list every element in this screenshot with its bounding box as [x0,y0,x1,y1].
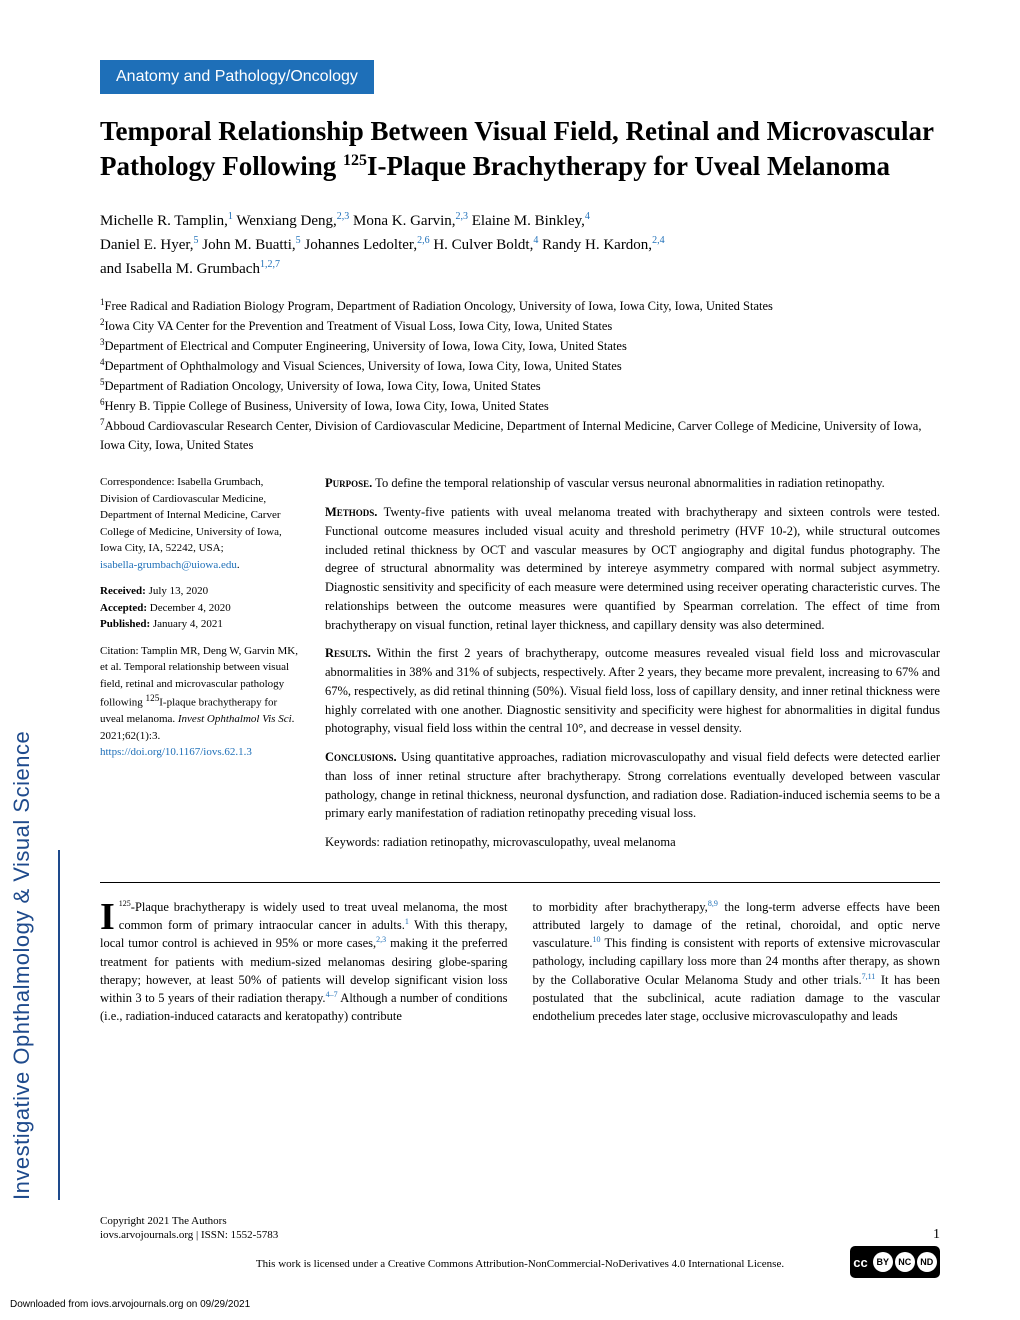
author-aff[interactable]: 4 [533,235,538,246]
article-title: Temporal Relationship Between Visual Fie… [100,114,940,184]
author-aff[interactable]: 4 [585,211,590,222]
body-column-right: to morbidity after brachytherapy,8,9 the… [533,898,941,1026]
results-section: Results. Within the first 2 years of bra… [325,644,940,738]
metadata-column: Correspondence: Isabella Grumbach, Divis… [100,474,300,862]
published-date: January 4, 2021 [150,618,223,630]
purpose-text: To define the temporal relationship of v… [372,476,885,490]
footer-line: iovs.arvojournals.org | ISSN: 1552-5783 … [100,1227,940,1243]
author: Michelle R. Tamplin, [100,213,228,229]
methods-label: Methods. [325,505,377,519]
doi-link[interactable]: https://doi.org/10.1167/iovs.62.1.3 [100,746,252,758]
dates-block: Received: July 13, 2020 Accepted: Decemb… [100,583,300,633]
citation-journal: Invest Ophthalmol Vis Sci [178,713,292,725]
citation-sup: 125 [146,693,160,703]
title-part2: I-Plaque Brachytherapy for Uveal Melanom… [367,151,890,181]
authors-block: Michelle R. Tamplin,1 Wenxiang Deng,2,3 … [100,209,940,281]
license-text: This work is licensed under a Creative C… [100,1258,940,1270]
affiliation: 1Free Radical and Radiation Biology Prog… [100,296,940,316]
affiliation: 2Iowa City VA Center for the Prevention … [100,316,940,336]
citation-block: Citation: Tamplin MR, Deng W, Garvin MK,… [100,643,300,761]
aff-text: Iowa City VA Center for the Prevention a… [105,319,613,333]
ref-link[interactable]: 10 [593,935,601,944]
accepted-label: Accepted: [100,602,147,614]
author: Johannes Ledolter, [304,237,417,253]
ref-link[interactable]: 8,9 [708,899,718,908]
aff-text: Henry B. Tippie College of Business, Uni… [105,399,549,413]
page-footer: Copyright 2021 The Authors iovs.arvojour… [100,1215,940,1270]
author: Daniel E. Hyer, [100,237,194,253]
author-aff[interactable]: 1,2,7 [260,259,280,270]
sidebar-line [58,850,60,1200]
keywords-section: Keywords: radiation retinopathy, microva… [325,833,940,852]
cc-license-badge[interactable]: cc BY NC ND [850,1246,940,1278]
copyright-text: Copyright 2021 The Authors [100,1215,940,1227]
title-isotope: 125 [343,152,367,169]
aff-text: Department of Radiation Oncology, Univer… [105,379,541,393]
journal-info: iovs.arvojournals.org | ISSN: 1552-5783 [100,1229,278,1241]
received-date: July 13, 2020 [146,585,208,597]
author: H. Culver Boldt, [433,237,533,253]
author-aff[interactable]: 5 [194,235,199,246]
author-aff[interactable]: 2,3 [337,211,350,222]
correspondence-email[interactable]: isabella-grumbach@uiowa.edu [100,559,237,571]
results-label: Results. [325,646,371,660]
period: . [237,559,240,571]
category-tag: Anatomy and Pathology/Oncology [100,60,374,94]
author-aff[interactable]: 2,4 [652,235,665,246]
ref-link[interactable]: 7,11 [862,972,876,981]
author: Wenxiang Deng, [236,213,336,229]
author-aff[interactable]: 2,6 [417,235,430,246]
methods-section: Methods. Twenty-five patients with uveal… [325,503,940,634]
author-aff[interactable]: 2,3 [455,211,468,222]
author: Randy H. Kardon, [542,237,652,253]
aff-text: Abboud Cardiovascular Research Center, D… [100,419,921,452]
affiliations-block: 1Free Radical and Radiation Biology Prog… [100,296,940,454]
purpose-section: Purpose. To define the temporal relation… [325,474,940,493]
affiliation: 4Department of Ophthalmology and Visual … [100,356,940,376]
correspondence-label: Correspondence: [100,476,177,488]
journal-sidebar-title: Investigative Ophthalmology & Visual Sci… [9,731,35,1200]
affiliation: 6Henry B. Tippie College of Business, Un… [100,396,940,416]
section-divider [100,882,940,883]
published-label: Published: [100,618,150,630]
affiliation: 7Abboud Cardiovascular Research Center, … [100,416,940,455]
ref-link[interactable]: 4–7 [326,990,338,999]
ref-link[interactable]: 2,3 [376,935,386,944]
body-column-left: 125I-Plaque brachytherapy is widely used… [100,898,508,1026]
correspondence-block: Correspondence: Isabella Grumbach, Divis… [100,474,300,573]
download-note: Downloaded from iovs.arvojournals.org on… [10,1299,250,1310]
author: John M. Buatti, [202,237,295,253]
by-icon: BY [873,1252,893,1272]
author: Mona K. Garvin, [353,213,455,229]
page-number: 1 [933,1227,940,1243]
abstract-column: Purpose. To define the temporal relation… [325,474,940,862]
dropcap: I [100,898,119,932]
author: Elaine M. Binkley, [472,213,585,229]
results-text: Within the first 2 years of brachytherap… [325,646,940,735]
nc-icon: NC [895,1252,915,1272]
methods-text: Twenty-five patients with uveal melanoma… [325,505,940,632]
author-aff[interactable]: 1 [228,211,233,222]
affiliation: 3Department of Electrical and Computer E… [100,336,940,356]
conclusions-section: Conclusions. Using quantitative approach… [325,748,940,823]
abstract-area: Correspondence: Isabella Grumbach, Divis… [100,474,940,862]
body-text: to morbidity after brachytherapy, [533,900,708,914]
isotope-sup: 125 [119,899,131,908]
conclusions-label: Conclusions. [325,750,397,764]
cc-icon: cc [853,1255,867,1270]
purpose-label: Purpose. [325,476,372,490]
aff-text: Department of Ophthalmology and Visual S… [105,359,622,373]
accepted-date: December 4, 2020 [147,602,231,614]
author: and Isabella M. Grumbach [100,261,260,277]
affiliation: 5Department of Radiation Oncology, Unive… [100,376,940,396]
body-text: 125I-Plaque brachytherapy is widely used… [100,898,940,1026]
author-aff[interactable]: 5 [296,235,301,246]
received-label: Received: [100,585,146,597]
aff-text: Free Radical and Radiation Biology Progr… [105,299,773,313]
aff-text: Department of Electrical and Computer En… [105,339,627,353]
nd-icon: ND [917,1252,937,1272]
conclusions-text: Using quantitative approaches, radiation… [325,750,940,820]
